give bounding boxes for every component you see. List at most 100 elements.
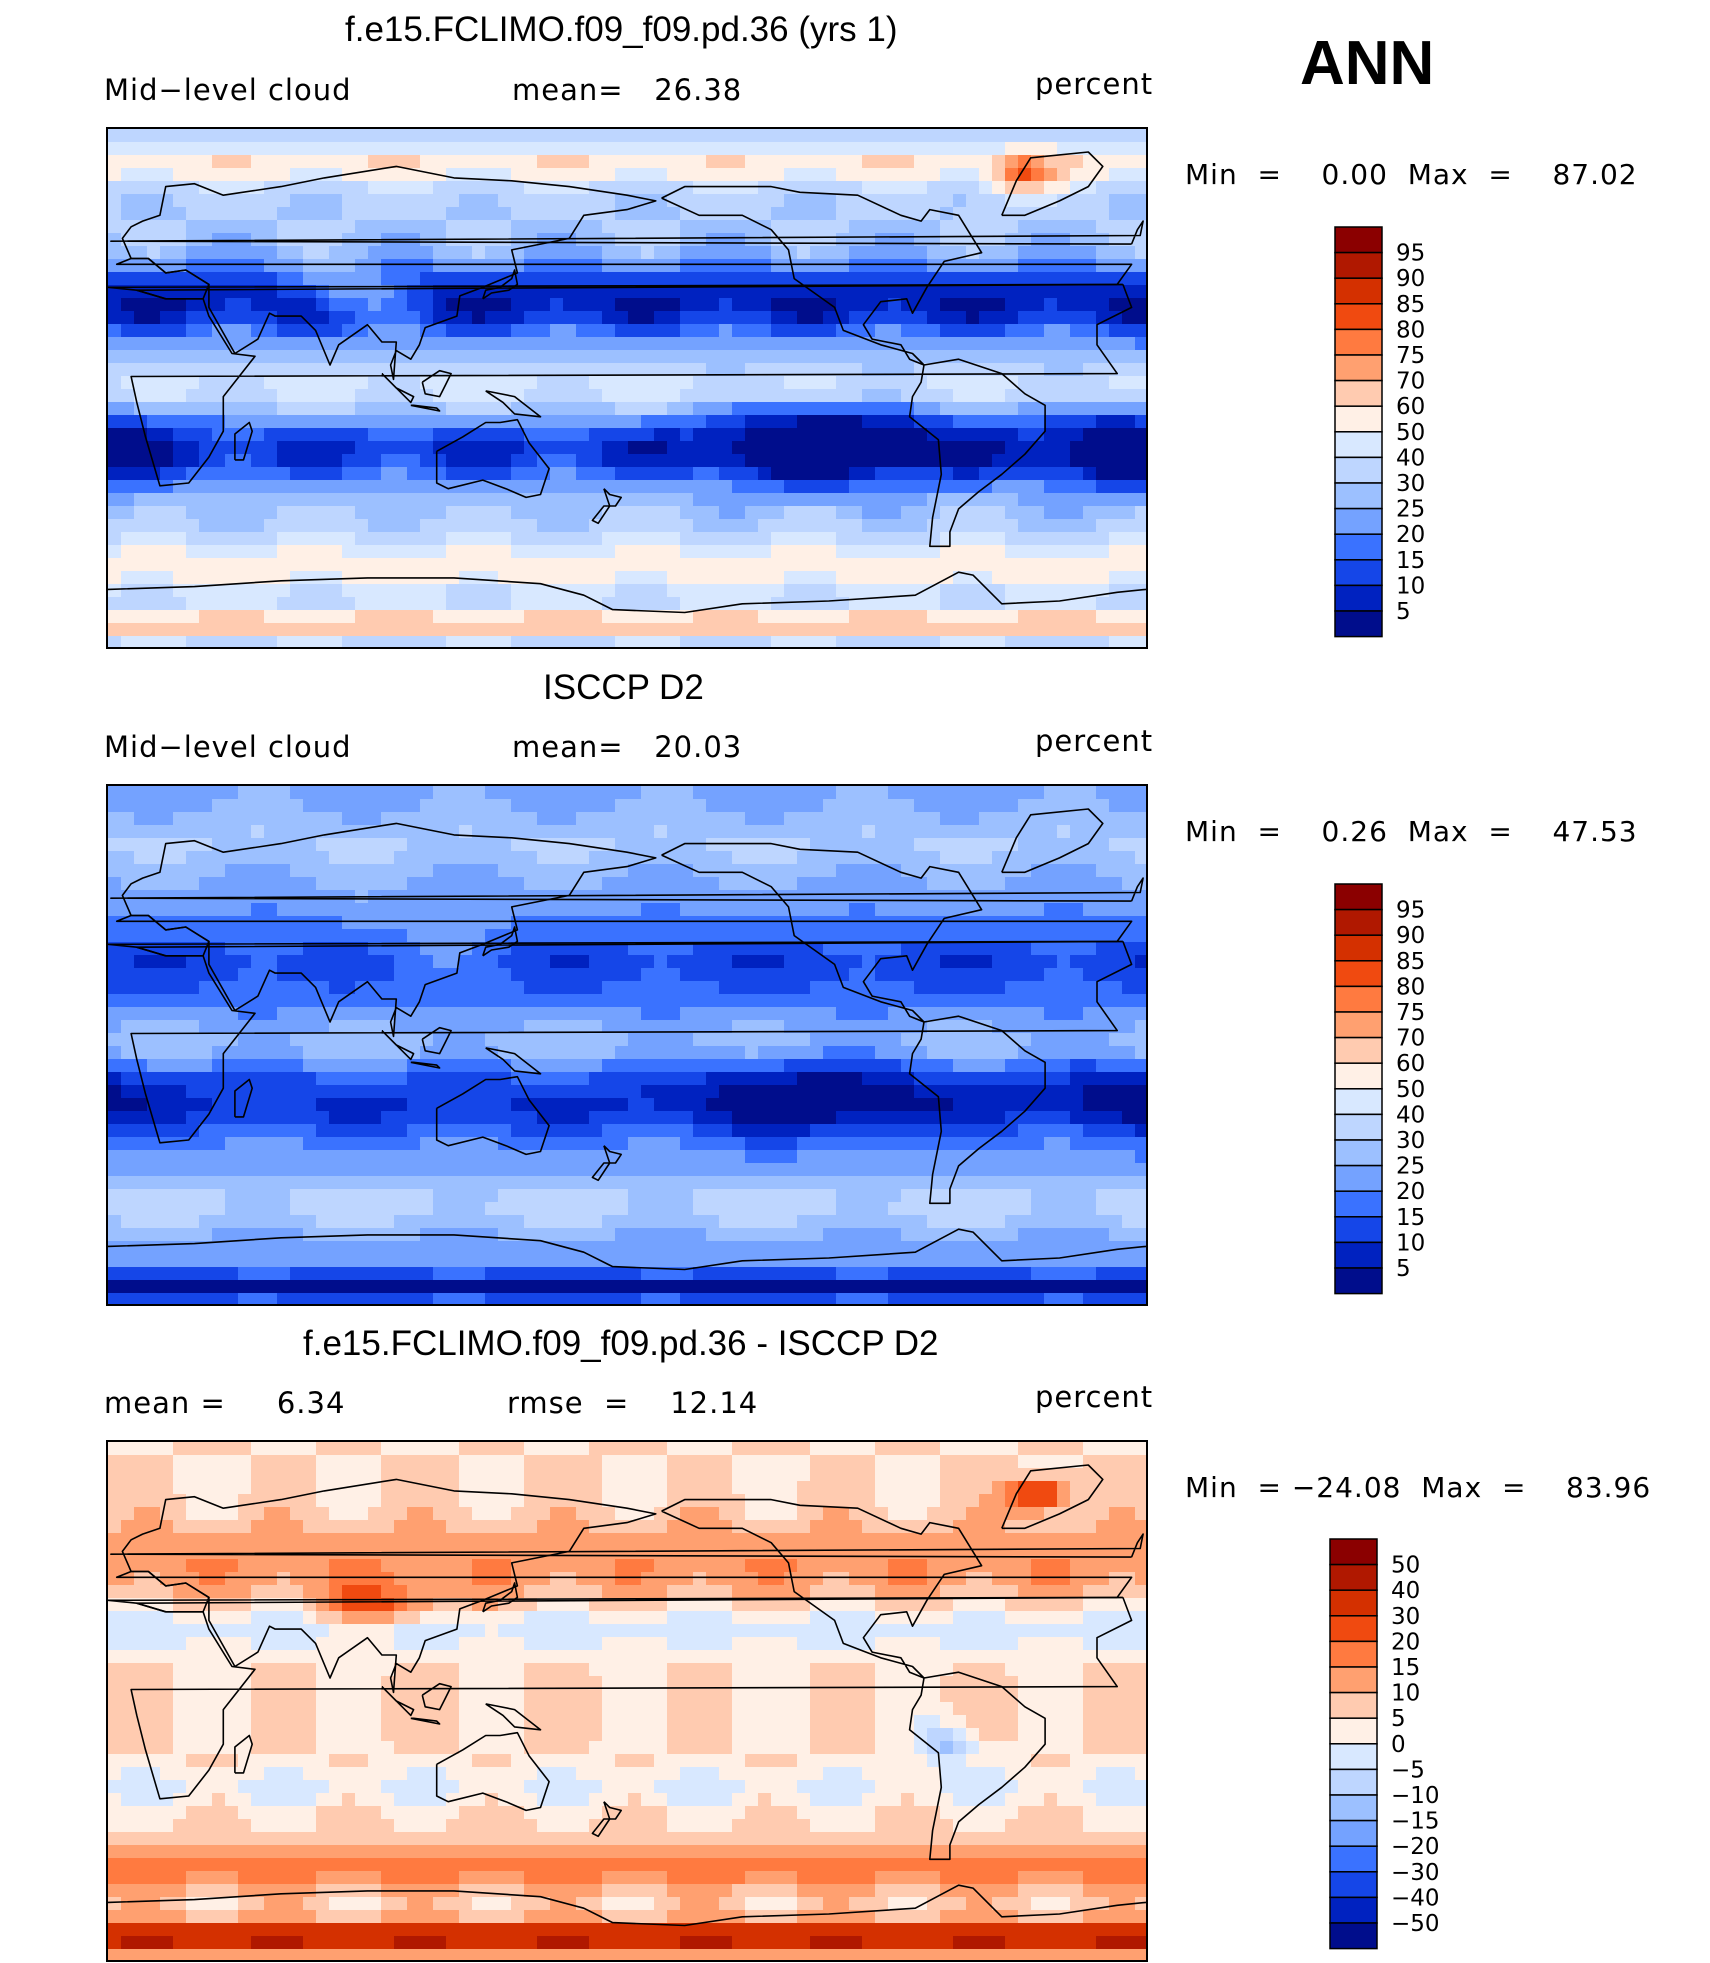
colorbar-swatch <box>1334 405 1383 433</box>
colorbar-swatch <box>1329 1538 1378 1566</box>
colorbar-swatch <box>1329 1589 1378 1617</box>
coastline <box>482 269 519 300</box>
colorbar-tick-label: 30 <box>1396 1128 1425 1154</box>
coastline <box>130 940 1133 1144</box>
colorbar-tick-label: 5 <box>1396 599 1411 625</box>
coastline <box>121 822 657 1038</box>
colorbar-tick-label: 95 <box>1396 898 1425 924</box>
colorbar-swatch <box>1334 1088 1383 1116</box>
colorbar-swatch <box>1334 303 1383 331</box>
colorbar-tick-label: 20 <box>1396 522 1425 548</box>
coastline <box>435 418 550 499</box>
colorbar-swatch <box>1329 1871 1378 1899</box>
coastline <box>482 926 519 957</box>
panel-2-minmax: Min = 0.26 Max = 47.53 <box>1185 815 1638 848</box>
panel-1-minmax: Min = 0.00 Max = 87.02 <box>1185 158 1638 191</box>
coastline <box>108 1228 1146 1271</box>
colorbar-tick-label: 75 <box>1396 1000 1425 1026</box>
coastline <box>108 571 1146 614</box>
coastline <box>410 1717 441 1725</box>
colorbar-tick-label: 5 <box>1391 1706 1406 1732</box>
colorbar-swatch <box>1334 610 1383 638</box>
colorbar-tick-label: 15 <box>1396 548 1425 574</box>
colorbar-tick-label: −20 <box>1391 1834 1440 1860</box>
colorbar-tick-label: 60 <box>1396 394 1425 420</box>
coastline <box>485 1047 542 1075</box>
coastline <box>110 220 1144 245</box>
panel-1-units-label: percent <box>1035 67 1154 101</box>
coastline <box>234 1734 253 1774</box>
colorbar-tick-label: 40 <box>1391 1578 1420 1604</box>
coastline <box>421 1026 452 1055</box>
colorbar-tick-label: 90 <box>1396 266 1425 292</box>
panel-3-map-svg <box>108 1442 1146 1960</box>
colorbar-swatch <box>1329 1845 1378 1873</box>
colorbar-swatch <box>1334 1241 1383 1269</box>
panel-3-title: f.e15.FCLIMO.f09_f09.pd.36 - ISCCP D2 <box>303 1324 939 1363</box>
colorbar-tick-label: 75 <box>1396 343 1425 369</box>
coastline <box>435 1731 550 1812</box>
colorbar-swatch <box>1329 1794 1378 1822</box>
colorbar-swatch <box>1334 277 1383 305</box>
colorbar-tick-label: 50 <box>1396 420 1425 446</box>
colorbar-swatch <box>1329 1615 1378 1643</box>
colorbar-swatch <box>1329 1768 1378 1796</box>
coastline <box>1001 1464 1104 1530</box>
colorbar-tick-label: 15 <box>1396 1205 1425 1231</box>
colorbar-swatch <box>1329 1563 1378 1591</box>
colorbar-swatch <box>1334 533 1383 561</box>
coastline <box>908 1015 1046 1205</box>
colorbar-swatch <box>1334 1139 1383 1167</box>
coastline <box>1001 151 1104 217</box>
panel-2-units-label: percent <box>1035 724 1154 758</box>
colorbar-swatch <box>1334 883 1383 911</box>
coastline <box>110 877 1144 902</box>
colorbar-tick-label: 25 <box>1396 497 1425 523</box>
coastline <box>381 373 415 404</box>
panel-1-colorbar: 95 90 85 80 75 70 60 50 40 30 25 20 15 10 5 <box>1334 226 1465 645</box>
colorbar-tick-label: 10 <box>1396 573 1425 599</box>
coastline <box>661 1498 983 1679</box>
coastline <box>110 1533 1144 1558</box>
coastline <box>661 185 983 366</box>
colorbar-tick-label: −10 <box>1391 1783 1440 1809</box>
coastline <box>381 1030 415 1061</box>
colorbar-swatch <box>1334 908 1383 936</box>
colorbar-tick-label: 30 <box>1396 471 1425 497</box>
colorbar-tick-label: 80 <box>1396 974 1425 1000</box>
panel-3-minmax: Min = −24.08 Max = 83.96 <box>1185 1471 1652 1504</box>
coastline <box>485 1703 542 1731</box>
colorbar-tick-label: 10 <box>1391 1681 1420 1707</box>
colorbar-tick-label: 95 <box>1396 241 1425 267</box>
coastline <box>908 1671 1046 1861</box>
colorbar-tick-label: 5 <box>1396 1256 1411 1282</box>
coastline <box>482 1582 519 1613</box>
coastline <box>381 1686 415 1717</box>
colorbar-tick-label: −15 <box>1391 1809 1440 1835</box>
colorbar-swatch <box>1329 1922 1378 1950</box>
colorbar-swatch <box>1334 584 1383 612</box>
colorbar-tick-label: 70 <box>1396 1026 1425 1052</box>
coastline <box>591 1145 623 1182</box>
coastline <box>591 488 623 525</box>
colorbar-tick-label: 20 <box>1391 1629 1420 1655</box>
coastline <box>108 1884 1146 1927</box>
colorbar-swatch <box>1334 934 1383 962</box>
colorbar-swatch <box>1334 328 1383 356</box>
colorbar-tick-label: 0 <box>1391 1732 1406 1758</box>
coastline <box>121 1478 657 1694</box>
coastline <box>121 165 657 381</box>
coastline <box>234 421 253 461</box>
colorbar-swatch <box>1329 1819 1378 1847</box>
colorbar-swatch <box>1334 379 1383 407</box>
colorbar-swatch <box>1334 507 1383 535</box>
colorbar-swatch <box>1334 960 1383 988</box>
panel-1-left-label: Mid−level cloud <box>104 73 352 107</box>
coastline <box>485 390 542 418</box>
panel-3-colorbar: 50 40 30 20 15 10 5 0 −5 −10 −15 −20 −30 −40 −50 <box>1329 1538 1460 1957</box>
colorbar-swatch <box>1334 1164 1383 1192</box>
colorbar-swatch <box>1329 1640 1378 1668</box>
coastline <box>130 283 1133 487</box>
colorbar-swatch <box>1334 482 1383 510</box>
colorbar-tick-label: 40 <box>1396 445 1425 471</box>
